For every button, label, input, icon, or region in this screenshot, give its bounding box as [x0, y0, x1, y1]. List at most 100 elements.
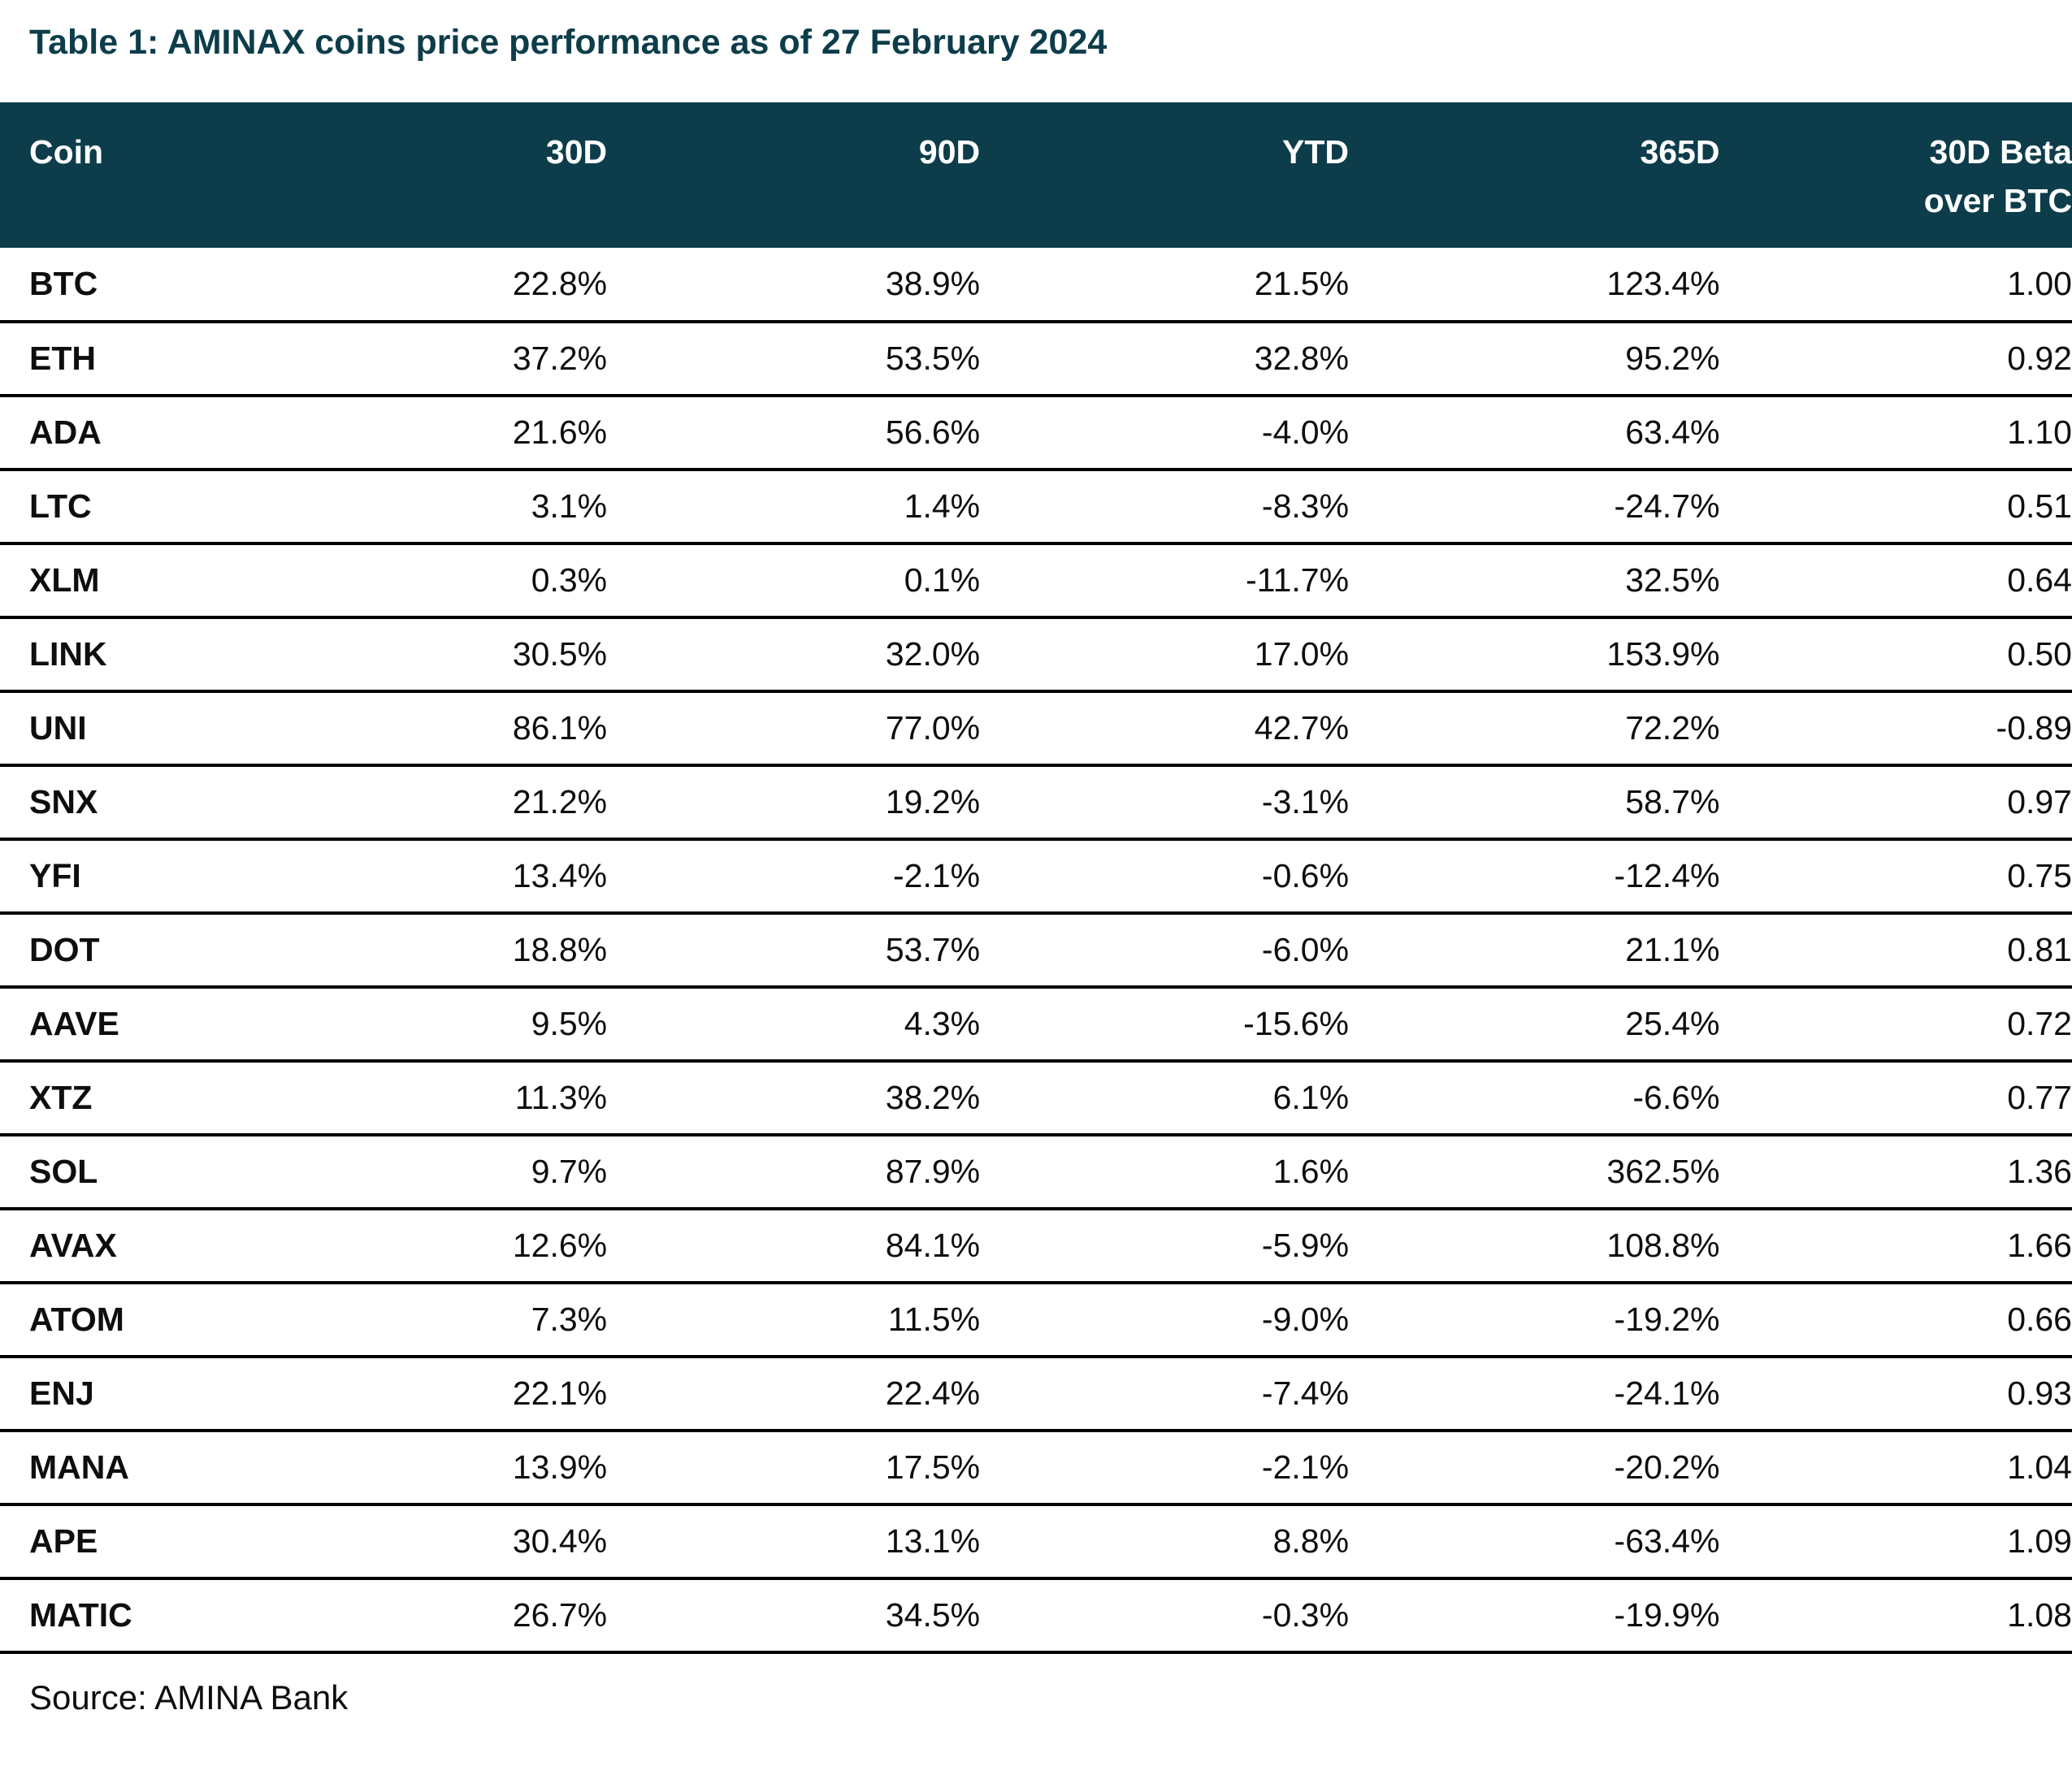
column-header-365d: 365D [1349, 102, 1720, 248]
value-cell-d30: 9.5% [269, 986, 608, 1063]
table-row: DOT 18.8% 53.7% -6.0% 21.1% 0.81 [0, 912, 2072, 989]
value-cell-d365: 25.4% [1349, 986, 1720, 1063]
column-header-90d: 90D [607, 102, 981, 248]
coin-cell: BTC [0, 247, 270, 323]
value-cell-d365: 108.8% [1349, 1208, 1720, 1284]
table-row: YFI 13.4% -2.1% -0.6% -12.4% 0.75 [0, 838, 2072, 915]
value-cell-d90: 17.5% [607, 1430, 981, 1506]
value-cell-ytd: -11.7% [980, 543, 1350, 619]
value-cell-ytd: -9.0% [980, 1282, 1350, 1358]
value-cell-d30: 21.6% [269, 395, 608, 471]
table-row: LTC 3.1% 1.4% -8.3% -24.7% 0.51 [0, 469, 2072, 545]
coin-cell: UNI [0, 691, 270, 767]
coin-cell: LTC [0, 469, 270, 545]
column-header-coin: Coin [0, 102, 270, 248]
value-cell-d365: -12.4% [1349, 838, 1720, 915]
value-cell-beta: 0.72 [1719, 986, 2072, 1063]
value-cell-d30: 13.9% [269, 1430, 608, 1506]
value-cell-d30: 0.3% [269, 543, 608, 619]
coin-cell: DOT [0, 912, 270, 989]
table-row: UNI 86.1% 77.0% 42.7% 72.2% -0.89 [0, 691, 2072, 767]
value-cell-d365: 123.4% [1349, 247, 1720, 323]
value-cell-d365: 153.9% [1349, 617, 1720, 693]
value-cell-d90: 38.2% [607, 1060, 981, 1136]
value-cell-ytd: 8.8% [980, 1504, 1350, 1580]
value-cell-ytd: -0.6% [980, 838, 1350, 915]
table-row: SOL 9.7% 87.9% 1.6% 362.5% 1.36 [0, 1134, 2072, 1210]
table-row: APE 30.4% 13.1% 8.8% -63.4% 1.09 [0, 1504, 2072, 1580]
value-cell-ytd: 1.6% [980, 1134, 1350, 1210]
value-cell-beta: 1.08 [1719, 1578, 2072, 1654]
coin-cell: LINK [0, 617, 270, 693]
value-cell-beta: 0.51 [1719, 469, 2072, 545]
beta-header-line1: 30D Beta [1929, 132, 2072, 171]
coin-cell: ATOM [0, 1282, 270, 1358]
coin-cell: ETH [0, 321, 270, 397]
value-cell-d365: -24.7% [1349, 469, 1720, 545]
table-body: BTC 22.8% 38.9% 21.5% 123.4% 1.00 ETH 37.2% 53.5… [0, 247, 2072, 1654]
value-cell-d90: 4.3% [607, 986, 981, 1063]
value-cell-d365: -20.2% [1349, 1430, 1720, 1506]
coin-cell: XTZ [0, 1060, 270, 1136]
value-cell-beta: 1.04 [1719, 1430, 2072, 1506]
value-cell-d365: 21.1% [1349, 912, 1720, 989]
beta-header-line2: over BTC [1923, 181, 2072, 219]
value-cell-d30: 37.2% [269, 321, 608, 397]
value-cell-beta: 1.09 [1719, 1504, 2072, 1580]
value-cell-beta: 0.92 [1719, 321, 2072, 397]
value-cell-ytd: -0.3% [980, 1578, 1350, 1654]
value-cell-d30: 21.2% [269, 764, 608, 841]
value-cell-d30: 11.3% [269, 1060, 608, 1136]
value-cell-beta: 0.50 [1719, 617, 2072, 693]
value-cell-beta: -0.89 [1719, 691, 2072, 767]
value-cell-d365: -19.2% [1349, 1282, 1720, 1358]
column-header-30d-beta-over-btc: 30D Beta over BTC [1719, 102, 2072, 248]
value-cell-d30: 13.4% [269, 838, 608, 915]
value-cell-beta: 0.66 [1719, 1282, 2072, 1358]
table-row: AAVE 9.5% 4.3% -15.6% 25.4% 0.72 [0, 986, 2072, 1063]
table-header-row: Coin 30D 90D YTD 365D 30D Beta over BTC [0, 102, 2072, 248]
value-cell-d90: 1.4% [607, 469, 981, 545]
value-cell-d365: 72.2% [1349, 691, 1720, 767]
value-cell-ytd: -6.0% [980, 912, 1350, 989]
value-cell-d30: 18.8% [269, 912, 608, 989]
value-cell-beta: 0.93 [1719, 1356, 2072, 1432]
table-row: MATIC 26.7% 34.5% -0.3% -19.9% 1.08 [0, 1578, 2072, 1654]
value-cell-d365: -24.1% [1349, 1356, 1720, 1432]
coin-cell: MANA [0, 1430, 270, 1506]
value-cell-d90: 13.1% [607, 1504, 981, 1580]
value-cell-ytd: -2.1% [980, 1430, 1350, 1506]
value-cell-d90: 22.4% [607, 1356, 981, 1432]
table-row: BTC 22.8% 38.9% 21.5% 123.4% 1.00 [0, 247, 2072, 323]
value-cell-beta: 1.36 [1719, 1134, 2072, 1210]
value-cell-beta: 0.75 [1719, 838, 2072, 915]
value-cell-d365: 63.4% [1349, 395, 1720, 471]
coin-cell: YFI [0, 838, 270, 915]
value-cell-ytd: 21.5% [980, 247, 1350, 323]
value-cell-d90: 56.6% [607, 395, 981, 471]
coin-cell: ADA [0, 395, 270, 471]
coin-cell: ENJ [0, 1356, 270, 1432]
value-cell-d30: 9.7% [269, 1134, 608, 1210]
value-cell-beta: 0.81 [1719, 912, 2072, 989]
value-cell-ytd: -7.4% [980, 1356, 1350, 1432]
value-cell-d90: 38.9% [607, 247, 981, 323]
value-cell-d365: 95.2% [1349, 321, 1720, 397]
coin-cell: APE [0, 1504, 270, 1580]
value-cell-beta: 0.64 [1719, 543, 2072, 619]
value-cell-d90: 53.5% [607, 321, 981, 397]
value-cell-d365: -19.9% [1349, 1578, 1720, 1654]
value-cell-d90: 53.7% [607, 912, 981, 989]
value-cell-d90: -2.1% [607, 838, 981, 915]
value-cell-ytd: 32.8% [980, 321, 1350, 397]
table-row: AVAX 12.6% 84.1% -5.9% 108.8% 1.66 [0, 1208, 2072, 1284]
table-row: SNX 21.2% 19.2% -3.1% 58.7% 0.97 [0, 764, 2072, 841]
value-cell-d30: 12.6% [269, 1208, 608, 1284]
table-row: LINK 30.5% 32.0% 17.0% 153.9% 0.50 [0, 617, 2072, 693]
column-header-ytd: YTD [980, 102, 1350, 248]
price-performance-table: Coin 30D 90D YTD 365D 30D Beta over BTC … [0, 102, 2072, 1654]
table-row: XLM 0.3% 0.1% -11.7% 32.5% 0.64 [0, 543, 2072, 619]
coin-cell: SNX [0, 764, 270, 841]
value-cell-d30: 30.5% [269, 617, 608, 693]
coin-cell: MATIC [0, 1578, 270, 1654]
